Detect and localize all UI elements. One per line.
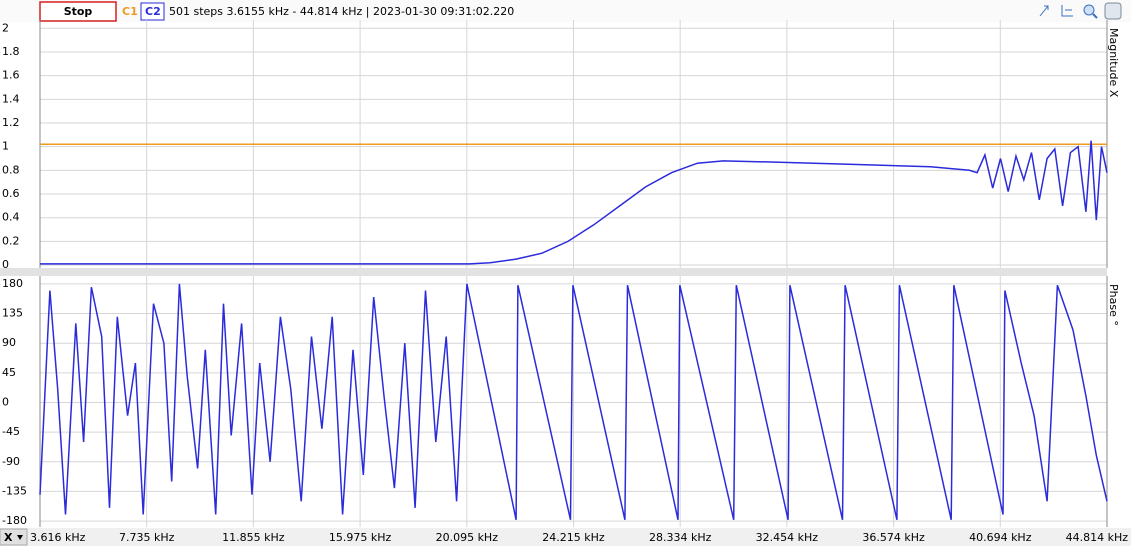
y-tick-label: 0.2 (2, 234, 20, 247)
y-axis-label: Phase ° (1107, 284, 1120, 326)
legend-c2-box[interactable] (140, 2, 165, 21)
y-tick-label: 0.6 (2, 187, 20, 200)
stop-label: Stop (64, 5, 93, 18)
y-tick-label: 1.2 (2, 116, 20, 129)
icon-zoom[interactable] (1083, 4, 1095, 16)
y-tick-label: -45 (2, 425, 20, 438)
y-tick-label: 45 (2, 366, 16, 379)
y-tick-label: 2 (2, 21, 9, 34)
panel-separator (0, 268, 1107, 276)
y-tick-label: 90 (2, 336, 16, 349)
x-tick-label: 28.334 kHz (649, 531, 712, 544)
y-axis-label: Magnitude X (1107, 28, 1120, 98)
x-tick-label: 40.694 kHz (969, 531, 1032, 544)
legend-c1[interactable]: C1 (122, 5, 138, 18)
x-selector-label: X (4, 531, 13, 544)
dropdown-arrow (17, 535, 23, 540)
icon-axis[interactable] (1061, 5, 1073, 17)
stop-button[interactable] (39, 1, 117, 22)
x-tick-label: 32.454 kHz (756, 531, 819, 544)
x-selector[interactable] (0, 528, 28, 546)
status: 501 steps 3.6155 kHz - 44.814 kHz | 2023… (169, 5, 514, 18)
y-tick-label: 1.6 (2, 69, 20, 82)
y-tick-label: 1.4 (2, 92, 20, 105)
y-tick-label: 0 (2, 258, 9, 271)
y-tick-label: 1 (2, 140, 9, 153)
legend-c2[interactable]: C2 (145, 5, 161, 18)
y-tick-label: -90 (2, 455, 20, 468)
x-tick-label: 15.975 kHz (329, 531, 392, 544)
toolbar-icons (1039, 2, 1122, 20)
y-tick-label: 180 (2, 277, 23, 290)
x-tick-label: 44.814 kHz (1066, 531, 1129, 544)
y-tick-label: 0.8 (2, 163, 20, 176)
y-tick-label: 1.8 (2, 45, 20, 58)
icon-zoom-handle (1092, 13, 1098, 19)
y-tick-label: -180 (2, 514, 27, 527)
data-line (39, 283, 1108, 520)
icon-settings[interactable] (1104, 2, 1122, 20)
toolbar (0, 0, 1131, 22)
x-tick-label: 11.855 kHz (222, 531, 285, 544)
icon-arrow[interactable] (1039, 5, 1049, 17)
x-tick-label: 3.616 kHz (30, 531, 86, 544)
y-tick-label: -135 (2, 484, 27, 497)
x-tick-label: 7.735 kHz (119, 531, 175, 544)
x-tick-label: 36.574 kHz (862, 531, 925, 544)
data-line (40, 140, 1108, 265)
x-tick-label: 20.095 kHz (436, 531, 499, 544)
y-tick-label: 135 (2, 307, 23, 320)
x-axis-bar (0, 528, 1131, 546)
y-tick-label: 0.4 (2, 211, 20, 224)
x-tick-label: 24.215 kHz (542, 531, 605, 544)
y-tick-label: 0 (2, 395, 9, 408)
